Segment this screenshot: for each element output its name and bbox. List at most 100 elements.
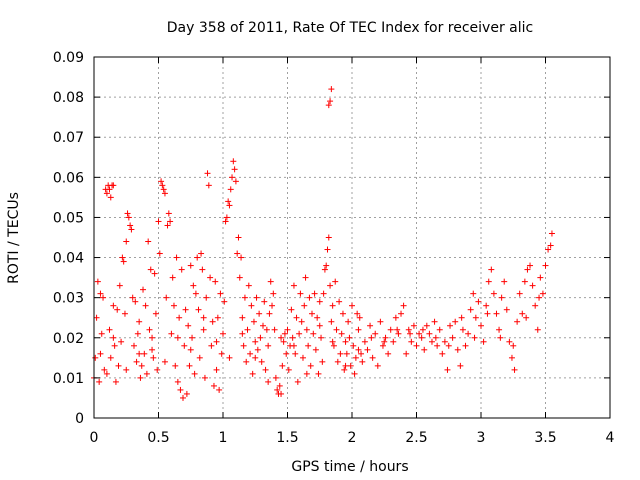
x-tick-label: 3 xyxy=(477,430,486,446)
data-point xyxy=(379,342,386,349)
data-point xyxy=(189,334,196,341)
data-point xyxy=(285,366,292,373)
data-point xyxy=(413,342,420,349)
data-point xyxy=(210,382,217,389)
data-point xyxy=(232,178,239,185)
data-point xyxy=(130,342,137,349)
data-point xyxy=(325,234,332,241)
x-tick-label: 1 xyxy=(219,430,228,446)
data-point xyxy=(361,338,368,345)
data-point xyxy=(471,334,478,341)
data-point xyxy=(129,294,136,301)
data-point xyxy=(283,350,290,357)
data-point xyxy=(243,358,250,365)
data-point xyxy=(230,158,237,165)
data-point xyxy=(292,350,299,357)
data-point xyxy=(155,218,162,225)
x-tick-label: 0.5 xyxy=(147,430,169,446)
data-point xyxy=(296,330,303,337)
x-tick-label: 3.5 xyxy=(534,430,556,446)
data-point xyxy=(263,326,270,333)
data-point xyxy=(434,342,441,349)
data-point xyxy=(377,318,384,325)
data-point xyxy=(176,314,183,321)
data-point xyxy=(98,330,105,337)
data-point xyxy=(149,346,156,353)
data-point xyxy=(272,374,279,381)
data-point xyxy=(213,338,220,345)
data-point xyxy=(156,250,163,257)
data-point xyxy=(142,302,149,309)
data-point xyxy=(381,338,388,345)
data-point xyxy=(372,330,379,337)
x-tick-label: 1.5 xyxy=(276,430,298,446)
data-point xyxy=(267,278,274,285)
data-point xyxy=(187,262,194,269)
data-point xyxy=(244,326,251,333)
data-point xyxy=(128,226,135,233)
data-point xyxy=(416,330,423,337)
data-point xyxy=(101,366,108,373)
data-point xyxy=(248,302,255,309)
data-point xyxy=(133,358,140,365)
data-point xyxy=(316,322,323,329)
y-tick-label: 0.01 xyxy=(53,371,84,387)
data-point xyxy=(253,294,260,301)
data-point xyxy=(483,302,490,309)
data-point xyxy=(250,318,257,325)
data-point xyxy=(199,266,206,273)
data-point xyxy=(459,326,466,333)
data-point xyxy=(229,174,236,181)
data-point xyxy=(160,186,167,193)
data-point xyxy=(110,334,117,341)
data-point xyxy=(390,338,397,345)
y-tick-label: 0.08 xyxy=(53,90,84,106)
data-point xyxy=(167,218,174,225)
data-point xyxy=(269,302,276,309)
data-point xyxy=(532,302,539,309)
data-point xyxy=(134,330,141,337)
data-point xyxy=(374,362,381,369)
data-point xyxy=(426,330,433,337)
data-point xyxy=(410,322,417,329)
data-point xyxy=(444,366,451,373)
data-point xyxy=(192,290,199,297)
data-point xyxy=(367,322,374,329)
data-point xyxy=(407,330,414,337)
y-tick-label: 0.05 xyxy=(53,210,84,226)
data-point xyxy=(178,266,185,273)
x-tick-label: 2 xyxy=(348,430,357,446)
data-point xyxy=(146,326,153,333)
data-point xyxy=(302,274,309,281)
data-point xyxy=(400,302,407,309)
data-point xyxy=(170,302,177,309)
data-point xyxy=(261,298,268,305)
data-point xyxy=(419,326,426,333)
data-point xyxy=(288,306,295,313)
data-point xyxy=(303,326,310,333)
data-point xyxy=(315,370,322,377)
data-point xyxy=(329,302,336,309)
data-point xyxy=(169,274,176,281)
data-point xyxy=(151,270,158,277)
data-point xyxy=(403,350,410,357)
axis-ticks xyxy=(93,56,611,419)
data-point xyxy=(138,362,145,369)
data-point xyxy=(198,250,205,257)
data-point xyxy=(545,246,552,253)
data-point xyxy=(462,342,469,349)
data-point xyxy=(343,350,350,357)
data-point xyxy=(279,362,286,369)
data-point xyxy=(97,290,104,297)
x-tick-label: 0 xyxy=(90,430,99,446)
data-point xyxy=(346,334,353,341)
data-point xyxy=(254,346,261,353)
data-point xyxy=(364,346,371,353)
data-point xyxy=(225,198,232,205)
data-point xyxy=(303,370,310,377)
data-point xyxy=(405,326,412,333)
data-point xyxy=(132,298,139,305)
data-point xyxy=(458,314,465,321)
data-point xyxy=(212,278,219,285)
